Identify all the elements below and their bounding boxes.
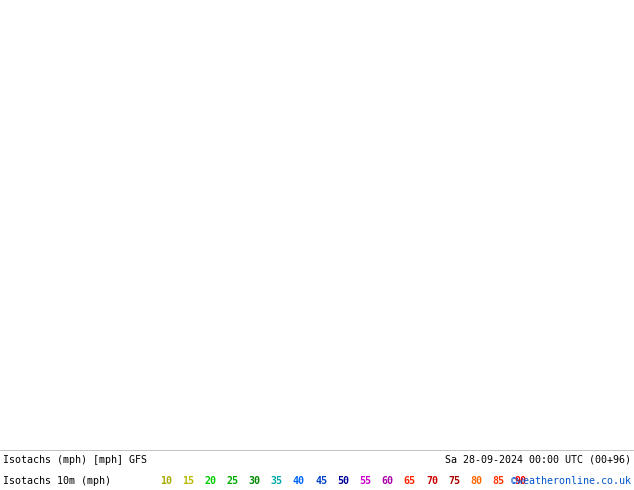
Text: 70: 70	[426, 476, 438, 486]
Text: 45: 45	[315, 476, 327, 486]
Text: 25: 25	[226, 476, 238, 486]
Text: 50: 50	[337, 476, 349, 486]
Text: 60: 60	[382, 476, 394, 486]
Text: 80: 80	[470, 476, 482, 486]
Text: ©weatheronline.co.uk: ©weatheronline.co.uk	[512, 476, 631, 486]
Text: 90: 90	[515, 476, 527, 486]
Text: 55: 55	[359, 476, 372, 486]
Text: Isotachs 10m (mph): Isotachs 10m (mph)	[3, 476, 110, 486]
Text: 40: 40	[293, 476, 305, 486]
Text: 65: 65	[404, 476, 416, 486]
Text: Isotachs (mph) [mph] GFS: Isotachs (mph) [mph] GFS	[3, 455, 146, 465]
Text: 30: 30	[249, 476, 261, 486]
Text: 35: 35	[271, 476, 283, 486]
Text: 75: 75	[448, 476, 460, 486]
Text: 15: 15	[182, 476, 194, 486]
Text: 10: 10	[160, 476, 172, 486]
Text: Sa 28-09-2024 00:00 UTC (00+96): Sa 28-09-2024 00:00 UTC (00+96)	[446, 455, 631, 465]
Text: 85: 85	[493, 476, 505, 486]
Text: 20: 20	[204, 476, 216, 486]
